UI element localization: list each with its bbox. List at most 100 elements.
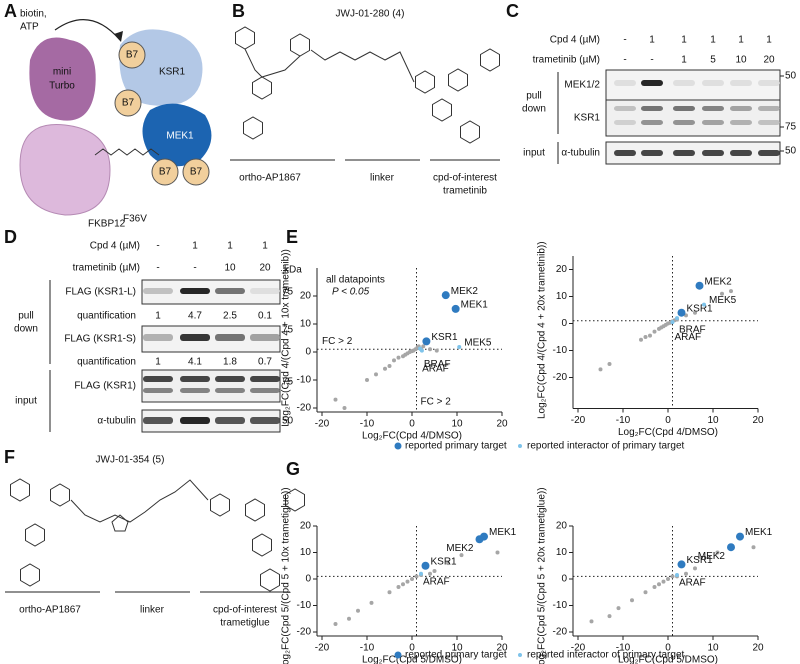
data-point [598, 367, 603, 372]
point-label: ARAF [423, 576, 450, 587]
legend-label: reported primary target [405, 650, 507, 661]
lane-value: - [193, 263, 196, 274]
legend-label: reported primary target [405, 441, 507, 452]
quant-value: 1 [155, 311, 161, 322]
x-tick-label: -20 [315, 419, 330, 430]
panel-letter: G [286, 459, 300, 479]
lane-value: 20 [259, 263, 271, 274]
data-point [652, 584, 657, 589]
data-point [675, 573, 679, 578]
group-label: input [523, 148, 545, 159]
y-tick-label: 0 [305, 347, 311, 358]
marker-label: 75 [785, 122, 797, 133]
blot-band [250, 417, 280, 424]
lane-value: 1 [262, 241, 268, 252]
point-label: MEK5 [709, 295, 737, 306]
y-tick-label: 10 [556, 547, 568, 558]
chain [310, 49, 415, 83]
legend-marker [518, 653, 522, 657]
data-point [342, 406, 347, 410]
x-tick-label: 20 [496, 643, 508, 654]
blot-band [180, 334, 210, 341]
quant-value: 2.5 [223, 311, 237, 322]
blot-band [180, 376, 210, 382]
segment-label: cpd-of-interest [213, 605, 277, 616]
lane-value: 1 [766, 35, 772, 46]
point-label: KSR1 [431, 332, 458, 343]
data-point [446, 561, 450, 566]
quant-value: 1 [155, 357, 161, 368]
data-point [434, 348, 439, 353]
y-tick-label: -10 [297, 600, 312, 611]
data-point [414, 574, 419, 579]
annotation: FC > 2 [421, 397, 452, 408]
ring [448, 68, 468, 92]
x-tick-label: -20 [571, 643, 586, 654]
x-tick-label: -10 [616, 415, 631, 426]
x-tick-label: -20 [571, 415, 586, 426]
blot-label: KSR1 [574, 113, 601, 124]
segment-label: trametiglue [220, 618, 270, 629]
tag-label: B7 [190, 167, 203, 178]
data-point [648, 333, 652, 338]
ring [260, 568, 280, 592]
group-label: input [15, 396, 37, 407]
ring [432, 98, 452, 122]
lane-value: 10 [224, 263, 236, 274]
data-point [387, 590, 392, 595]
data-point [607, 362, 612, 366]
y-axis-title: Log₂FC(Cpd 4/(Cpd 4 + 20x trametinib)) [537, 241, 548, 419]
lane-value: 1 [710, 35, 716, 46]
point-label: KSR1 [687, 303, 714, 314]
blot-label: α-tubulin [97, 416, 136, 427]
x-tick-label: 0 [409, 643, 415, 654]
compound-title: JWJ-01-280 (4) [336, 9, 405, 20]
panel-letter: C [506, 1, 519, 21]
blot-band [641, 106, 663, 111]
tag-label: B7 [159, 167, 172, 178]
blot-band [702, 120, 724, 125]
lane-value: 1 [681, 55, 687, 66]
quant-value: 1.8 [223, 357, 237, 368]
miniturbo-shape [29, 37, 96, 121]
x-tick-label: -10 [360, 419, 375, 430]
blot-band [730, 120, 752, 125]
data-point [432, 569, 437, 574]
ring [245, 498, 265, 522]
data-point [365, 378, 369, 382]
x-tick-label: -20 [315, 643, 330, 654]
quant-value: 4.1 [188, 357, 202, 368]
point-label: ARAF [675, 332, 702, 343]
blot-band [143, 288, 173, 294]
blot-band [180, 417, 210, 424]
data-point [751, 545, 756, 550]
blot-band [143, 376, 173, 382]
panel-letter: D [4, 227, 17, 247]
marker-label: 75 [282, 377, 294, 388]
panel-d: Cpd 4 (µM) trametinib (µM) kDa FLAG (KSR… [14, 241, 302, 433]
blot-band [215, 288, 245, 294]
data-point [495, 550, 500, 555]
x-tick-label: 0 [409, 419, 415, 430]
blot-band [730, 150, 752, 156]
row-label: Cpd 4 (µM) [550, 35, 600, 46]
enzyme-label: Turbo [49, 81, 75, 92]
blot-band [758, 106, 780, 111]
ring [243, 116, 263, 140]
blot-band [614, 106, 636, 111]
data-point [396, 355, 401, 360]
blot [141, 369, 281, 403]
row-label: Cpd 4 (µM) [90, 241, 140, 252]
blot-band [215, 417, 245, 424]
data-point [383, 366, 387, 371]
ring [252, 76, 272, 100]
data-point [410, 577, 414, 581]
point-label: MEK2 [451, 286, 479, 297]
lane-value: 1 [192, 241, 198, 252]
marker-label: 50 [282, 416, 294, 427]
panel-letter: B [232, 1, 245, 21]
chain [70, 479, 209, 523]
y-tick-label: -20 [553, 372, 568, 383]
ring [210, 493, 230, 517]
